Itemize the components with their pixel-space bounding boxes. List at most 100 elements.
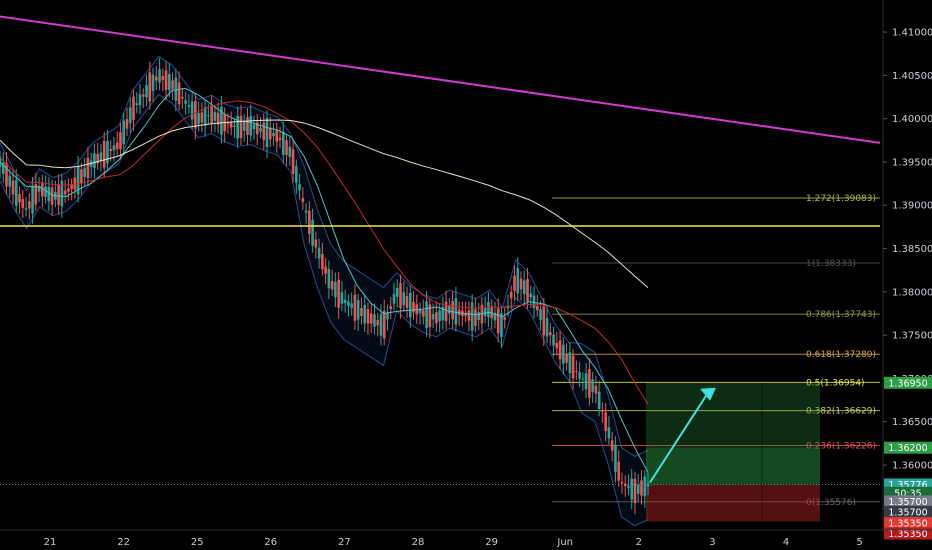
time-axis[interactable]: 21 22 25 26 27 28 29 Jun 2 3 4 5	[0, 529, 932, 548]
price-tick-label: 1.38000	[892, 287, 932, 298]
candle-body	[379, 314, 383, 336]
candle-body	[47, 186, 51, 202]
candle-body	[106, 141, 109, 164]
candle-body	[14, 180, 18, 206]
candle-body	[148, 72, 152, 102]
price-tag-label: 1.36950	[888, 378, 927, 389]
candle-body	[83, 167, 86, 177]
candle-body	[509, 291, 513, 299]
price-axis[interactable]: 1.41000 1.40500 1.40000 1.39500 1.39000 1.385…	[882, 0, 932, 540]
candle-body	[575, 370, 578, 372]
candle-body	[8, 175, 12, 187]
candle-body	[363, 304, 367, 324]
candle-body	[18, 194, 21, 203]
price-tag	[884, 505, 932, 518]
candle-body	[552, 334, 555, 346]
candle-body	[255, 122, 259, 135]
candle-body	[28, 201, 31, 209]
moving-averages	[0, 87, 649, 473]
candle-body	[516, 268, 520, 294]
candle-body	[34, 183, 38, 205]
price-tick-label: 1.41000	[892, 28, 932, 39]
candle-body	[295, 166, 298, 183]
candle-body	[646, 483, 650, 487]
price-tick-label: 1.37500	[892, 331, 932, 342]
candle-body	[633, 478, 637, 504]
candle-body	[99, 152, 103, 161]
candle-body	[11, 180, 15, 195]
candle-body	[119, 132, 122, 150]
candle-body	[386, 312, 389, 320]
date-tick-label: 26	[264, 537, 277, 548]
price-tag-label: 1.35700	[888, 507, 927, 518]
price-tag-label: 1.35350	[888, 519, 927, 530]
candle-body	[487, 302, 490, 318]
candle-body	[1, 162, 5, 174]
candle-body	[513, 275, 516, 292]
candle-body	[203, 107, 207, 126]
ema-slow-line	[0, 119, 649, 289]
candle-body	[425, 301, 428, 328]
candles	[0, 58, 650, 515]
candle-body	[281, 131, 285, 155]
candle-body	[67, 188, 70, 192]
candle-body	[490, 306, 493, 319]
candle-body	[275, 129, 279, 142]
candle-body	[272, 132, 275, 137]
candle-body	[249, 115, 253, 136]
bollinger-fill	[0, 56, 648, 526]
candle-body	[435, 312, 438, 324]
candle-body	[568, 352, 572, 374]
candle-body	[268, 127, 272, 140]
candle-body	[301, 198, 305, 202]
candle-body	[80, 169, 83, 184]
candle-body	[418, 309, 422, 314]
candle-body	[115, 142, 119, 149]
candle-body	[627, 485, 630, 488]
candle-body	[102, 141, 106, 168]
candle-body	[321, 253, 324, 270]
candle-body	[620, 481, 624, 484]
price-tag-label: 50:35	[894, 488, 921, 499]
date-tick-label: 3	[709, 537, 715, 548]
candle-body	[630, 478, 634, 500]
candle-body	[581, 378, 585, 380]
loss-zone	[646, 484, 820, 522]
candle-body	[145, 85, 148, 98]
long-position	[0, 382, 880, 522]
candle-body	[96, 153, 99, 164]
price-tag	[884, 495, 932, 508]
candle-body	[483, 307, 487, 316]
candle-body	[366, 309, 370, 324]
candle-body	[308, 210, 311, 234]
fib-level-label: 0.382(1.36629)	[806, 407, 876, 417]
candle-body	[594, 385, 598, 394]
candle-body	[340, 292, 344, 304]
candle-body	[588, 369, 591, 398]
candle-body	[239, 115, 243, 138]
candle-body	[597, 391, 601, 410]
price-tick-label: 1.36000	[892, 461, 932, 472]
candle-body	[233, 125, 236, 127]
candle-body	[467, 310, 471, 321]
candle-body	[535, 306, 539, 311]
candle-body	[369, 313, 373, 324]
candle-body	[226, 123, 230, 125]
candle-body	[555, 342, 559, 349]
bollinger-upper	[0, 55, 649, 457]
candle-body	[457, 309, 461, 315]
fib-level-label: 0(1.35576)	[806, 498, 856, 508]
candle-body	[405, 296, 409, 308]
profit-zone	[646, 382, 820, 485]
candle-body	[601, 410, 604, 412]
candle-body	[174, 77, 178, 101]
date-tick-label: 25	[191, 537, 204, 548]
candle-body	[44, 186, 47, 197]
candle-body	[190, 101, 194, 120]
candle-body	[519, 278, 523, 290]
candle-body	[464, 312, 467, 316]
candle-body	[529, 293, 533, 298]
fib-level-label: 1(1.38333)	[806, 259, 856, 269]
